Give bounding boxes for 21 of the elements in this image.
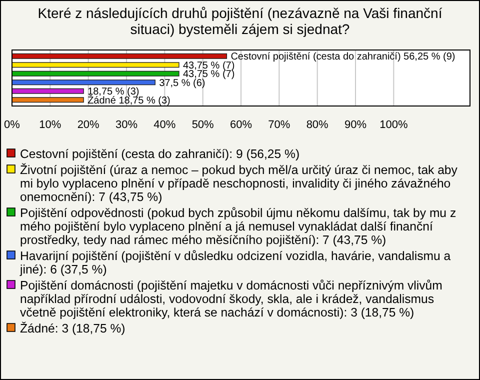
x-tick-label: 50% [192,118,214,131]
data-label: 43,75 % (7) [182,60,235,72]
x-tick-label: 70% [268,118,290,131]
legend-label: Pojištění odpovědnosti (pokud bych způsobil újmu někomu dalšímu, tak by mu z mého pojištění bylo vyplaceno plnění a já nemusel vynakládat další finanční prostředky, tedy nad rámec mého měsíčního pojištění): 7 (43,75 %) [20,206,456,247]
legend-label: Pojištění domácnosti (pojištění majetku v domácnosti vůči nepříznivým vlivům například přírodní události, vodovodní škody, skla, ale i krádež, vandalismus včetně pojištění elektroniky, která se nachází v domácnosti): 3 (18,75 %) [20,278,442,320]
legend-label: Havarijní pojištění (pojištění v důsledku odcizení vozidla, havárie, vandalismu a jiné): 6 (37,5 %) [19,249,451,276]
x-tick-label: 10% [39,118,62,131]
chart-title: Které z následujících druhů pojištění (nezávazně na Vaši finanční situaci) bysteměli zájem si sjednat? [38,5,442,37]
x-tick-label: 30% [115,118,138,131]
x-tick-label: 40% [154,118,176,131]
data-label: Cestovní pojištění (cesta do zahraničí) 56,25 % (9) [230,52,456,63]
legend-label: Cestovní pojištění (cesta do zahraničí): 9 (56,25 %) [20,147,300,161]
data-label: 37,5 % (6) [159,78,206,89]
x-tick-label: 90% [344,118,367,131]
x-tick-label: 20% [77,118,100,131]
x-tick-label: 60% [230,118,252,131]
x-tick-label: 80% [306,118,329,131]
legend-label: Životní pojištění (úraz a nemoc – pokud bych měl/a určitý úraz či nemoc, tak aby mi bylo vyplaceno plnění v případě neschopnosti, invalidity či jiného závažného onemocnění): 7 (43,75 %) [20,163,458,204]
x-tick-label: 0% [4,118,20,131]
x-tick-label: 100% [380,118,408,131]
legend-label: Žádné: 3 (18,75 %) [20,322,126,336]
